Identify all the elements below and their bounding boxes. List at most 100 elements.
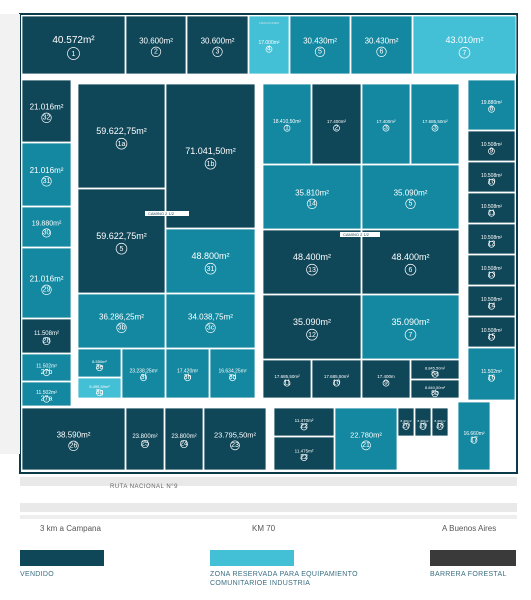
- lot-number: 8a: [431, 371, 439, 378]
- lot-a3c[interactable]: 34.038,75m² 3c: [165, 293, 256, 349]
- lot-s23[interactable]: 23.795,50m² 23: [203, 407, 267, 471]
- lot-area-label: 35.090m²: [391, 317, 429, 327]
- lot-l30[interactable]: 19.880m² 30: [21, 206, 72, 248]
- lot-area-label: 11.502m²: [481, 369, 502, 375]
- lot-number: 10: [333, 379, 341, 386]
- lot-shape: [77, 188, 166, 294]
- lot-number-circle: [116, 322, 127, 333]
- street-label-east: CAMINO 2 1/2: [343, 232, 370, 237]
- km-label: KM 70: [252, 524, 276, 533]
- lot-a1b[interactable]: 71.041,50m² 1b: [165, 83, 256, 229]
- lot-number-circle: [333, 379, 340, 387]
- lot-area-label: 11.508m²: [34, 331, 59, 337]
- lot-a1a[interactable]: 59.622,75m² 1a: [77, 83, 166, 189]
- lot-t7[interactable]: 43.010m² 7: [412, 15, 517, 75]
- lot-shape: [350, 15, 413, 75]
- lot-b6[interactable]: 48.400m² 6: [361, 229, 460, 295]
- lot-number-circle: [115, 137, 128, 150]
- lot-area-label: 30.430m²: [365, 36, 399, 45]
- lot-number-circle: [404, 328, 417, 341]
- lot-shape: [121, 348, 166, 399]
- lot-number-circle: [41, 176, 52, 187]
- lot-number: 4: [267, 45, 271, 52]
- lot-shape: [467, 192, 516, 224]
- road-lane-2: [20, 503, 517, 512]
- lot-b12[interactable]: 35.090m² 12: [262, 294, 362, 360]
- legend-swatch-forest: [430, 550, 516, 566]
- lot-s21[interactable]: 22.780m² 21: [334, 407, 398, 471]
- lot-number-circle: [488, 178, 495, 186]
- lot-t2[interactable]: 30.600m² 2: [125, 15, 187, 75]
- lot-area-label: 30.600m²: [139, 36, 173, 45]
- lot-l29[interactable]: 21.016m² 29: [21, 247, 72, 319]
- lot-number-circle: [184, 374, 191, 382]
- lot-t1[interactable]: 40.572m² 1: [21, 15, 126, 75]
- lot-shape: [21, 79, 72, 143]
- lot-number-circle: [140, 374, 147, 382]
- lot-area-label: 19.880m²: [481, 100, 502, 106]
- lot-a3b[interactable]: 36.286,25m² 3b: [77, 293, 166, 349]
- lot-area-label: 48.800m²: [191, 251, 229, 261]
- lot-a31[interactable]: 48.800m² 31: [165, 228, 256, 294]
- lot-shape: [21, 353, 72, 382]
- lot-t5[interactable]: 30.430m² 5: [289, 15, 351, 75]
- lot-area-label: 10.508m²: [481, 173, 502, 179]
- lot-number: 5: [409, 201, 413, 208]
- lot-l31[interactable]: 21.016m² 31: [21, 142, 72, 207]
- lot-b7[interactable]: 35.090m² 7: [361, 294, 460, 360]
- lot-area-label: 8.400m²: [400, 419, 411, 423]
- lot-number: 12: [488, 240, 496, 247]
- lot-area-label: 11.470m²: [295, 418, 314, 423]
- lot-shape: [311, 83, 362, 165]
- lot-b13[interactable]: 48.400m² 13: [262, 229, 362, 295]
- lot-number: 22: [300, 423, 308, 430]
- lot-a5[interactable]: 59.622,75m² 5: [77, 188, 166, 294]
- lot-l32[interactable]: 21.016m² 32: [21, 79, 72, 143]
- lot-s26[interactable]: 38.590m² 26: [21, 407, 126, 471]
- lot-shape: [410, 379, 460, 399]
- lot-t3[interactable]: 30.600m² 3: [186, 15, 249, 75]
- lot-number-circle: [436, 423, 444, 430]
- lot-b14[interactable]: 35.810m² 14: [262, 164, 362, 230]
- lot-shape: [77, 377, 122, 399]
- lot-t6[interactable]: 30.430m² 6: [350, 15, 413, 75]
- lot-number: 25: [141, 441, 149, 448]
- lot-shape: [125, 407, 165, 471]
- lot-b5[interactable]: 35.090m² 5: [361, 164, 460, 230]
